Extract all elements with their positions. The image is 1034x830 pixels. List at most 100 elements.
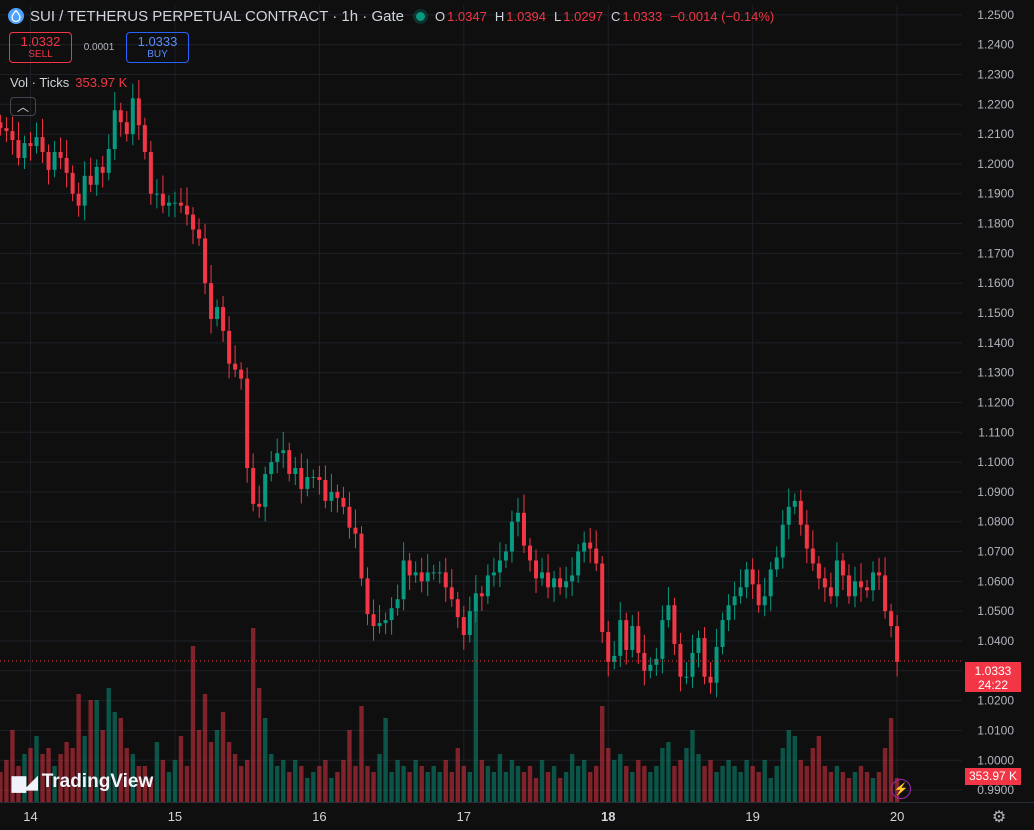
ohlc-value: 1.0347 [447, 8, 487, 24]
ohlc-h: H 1.0394 [495, 9, 546, 24]
price-tick-label: 1.2300 [977, 67, 1014, 81]
volume-bar [762, 760, 767, 802]
volume-bar [58, 754, 63, 802]
candle-body [52, 151, 57, 170]
tradingview-logo[interactable]: ▆◢ TradingView [12, 771, 153, 793]
candle-body [178, 202, 183, 206]
candle-body [865, 587, 870, 591]
volume-bar [250, 628, 256, 802]
volume-bar [160, 760, 166, 802]
candle-body [714, 646, 719, 683]
time-tick-label: 17 [457, 809, 471, 824]
volume-bar [810, 748, 816, 802]
candle-body [299, 468, 304, 489]
candle-body [503, 551, 508, 561]
candle-body [154, 193, 159, 195]
volume-bar [792, 736, 797, 802]
candle-body [786, 506, 791, 525]
volume-bar [455, 748, 460, 802]
candle-body [317, 476, 322, 480]
volume-bar [365, 766, 370, 802]
candle-body [443, 572, 448, 588]
candle-body [46, 151, 51, 170]
volume-bar [882, 748, 888, 802]
volume-bar [4, 760, 9, 802]
candle-body [534, 560, 539, 579]
volume-bar [720, 766, 725, 802]
volume-bar [858, 766, 864, 802]
candle-body [76, 193, 81, 206]
candle-body [407, 560, 412, 576]
candle-body [780, 524, 785, 558]
volume-bar [22, 754, 27, 802]
time-axis[interactable]: 14 15 16 17 18 19 20 [23, 809, 904, 824]
sell-button[interactable]: 1.0332 SELL [9, 32, 72, 63]
candle-body [245, 378, 250, 469]
price-tick-label: 1.0400 [977, 634, 1014, 648]
time-tick-label: 15 [168, 809, 182, 824]
candle-body [552, 578, 557, 588]
volume-bar [148, 778, 154, 802]
candle-body [347, 506, 352, 528]
price-tick-label: 1.1400 [977, 336, 1014, 350]
candle-body [720, 620, 725, 647]
candle-body [708, 676, 713, 683]
candle-body [124, 122, 129, 135]
candle-body [148, 151, 153, 194]
gear-icon[interactable]: ⚙ [991, 809, 1007, 826]
volume-bar [702, 766, 707, 802]
candle-body [221, 307, 226, 331]
lightning-icon[interactable]: ⚡ [891, 779, 911, 799]
volume-bar [816, 736, 822, 802]
volume-bar [16, 766, 21, 802]
volume-bar [166, 772, 172, 802]
volume-bar [630, 772, 635, 802]
candle-body [828, 587, 833, 597]
volume-bar [467, 772, 473, 802]
volume-bar [329, 778, 334, 802]
volume-bar [76, 694, 81, 802]
candle-body [576, 551, 581, 576]
volume-bar [323, 760, 328, 802]
candle-body [732, 596, 737, 606]
candle-body [215, 307, 220, 319]
volume-bar [870, 778, 876, 802]
candle-body [636, 626, 641, 653]
candle-body [413, 572, 418, 576]
candle-body [618, 620, 623, 656]
volume-bar [106, 688, 111, 802]
candle-body [738, 587, 743, 597]
volume-bar [136, 766, 142, 802]
symbol-title[interactable]: SUI / TETHERUS PERPETUAL CONTRACT · 1h ·… [30, 7, 404, 25]
volume-bar [864, 772, 870, 802]
candle-body [22, 143, 27, 158]
logo-text: TradingView [41, 771, 154, 792]
candle-body [546, 572, 551, 588]
buy-button[interactable]: 1.0333 BUY [126, 32, 189, 63]
volume-bar [311, 772, 316, 802]
price-tick-label: 1.2500 [977, 8, 1014, 22]
market-open-indicator-icon [415, 11, 425, 21]
volume-bar [563, 772, 569, 802]
volume-bar [220, 712, 226, 802]
volume-bar [533, 778, 539, 802]
volume-bar [612, 760, 617, 802]
volume-legend[interactable]: Vol · Ticks 353.97 K [10, 75, 127, 90]
price-tick-label: 1.0600 [977, 574, 1014, 588]
volume-bar [569, 754, 575, 802]
volume-bar [413, 760, 418, 802]
ohlc-key: H [494, 8, 505, 24]
volume-bar [684, 748, 689, 802]
candle-body [768, 569, 773, 597]
candle-body [877, 572, 882, 576]
volume-bar [600, 706, 605, 802]
volume-bar [804, 766, 810, 802]
bar-countdown: 24:22 [977, 678, 1009, 692]
volume-bar [780, 748, 785, 802]
candle-body [323, 479, 328, 501]
collapse-legend-button[interactable]: ︿ [10, 97, 36, 116]
volume-bar [575, 766, 581, 802]
volume-bar [401, 766, 406, 802]
volume-bar [648, 772, 653, 802]
